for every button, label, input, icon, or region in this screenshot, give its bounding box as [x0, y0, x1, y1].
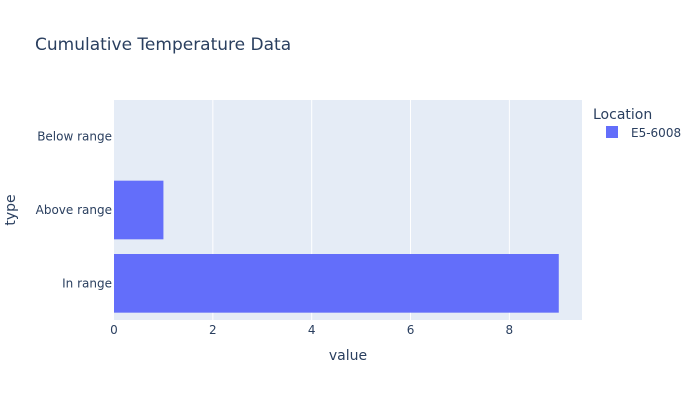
bars	[114, 180, 559, 313]
bar-in-range[interactable]	[114, 254, 559, 313]
x-tick-label: 0	[110, 323, 118, 337]
x-tick-label: 8	[506, 323, 514, 337]
legend-swatch[interactable]	[606, 126, 618, 138]
y-tick-label: In range	[62, 276, 112, 290]
x-tick-labels: 0 2 4 6 8	[110, 323, 513, 337]
y-tick-label: Above range	[36, 203, 112, 217]
legend-title: Location	[593, 107, 652, 123]
legend: Location E5-6008	[593, 107, 681, 140]
x-tick-label: 4	[308, 323, 316, 337]
x-tick-label: 2	[209, 323, 217, 337]
x-axis-title: value	[329, 348, 367, 364]
x-tick-label: 6	[407, 323, 415, 337]
bar-above-range[interactable]	[114, 180, 164, 240]
y-axis-title: type	[3, 194, 19, 225]
legend-item-label[interactable]: E5-6008	[631, 126, 681, 140]
y-tick-label: Below range	[37, 130, 112, 144]
y-tick-labels: In range Above range Below range	[36, 130, 112, 291]
chart-title: Cumulative Temperature Data	[35, 35, 291, 55]
